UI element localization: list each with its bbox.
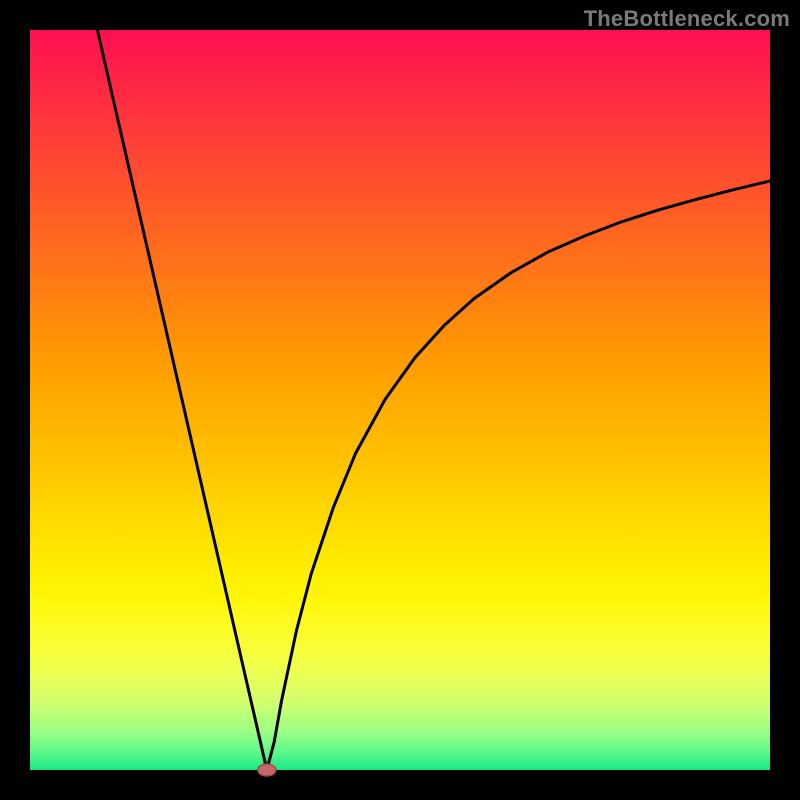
chart-svg bbox=[0, 0, 800, 800]
plot-area bbox=[30, 30, 770, 770]
optimal-marker bbox=[258, 764, 276, 776]
bottleneck-chart: TheBottleneck.com bbox=[0, 0, 800, 800]
watermark-text: TheBottleneck.com bbox=[584, 6, 790, 32]
